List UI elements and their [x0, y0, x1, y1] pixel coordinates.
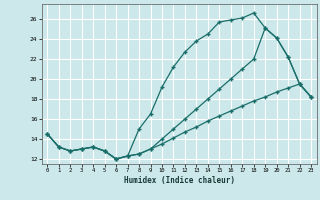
X-axis label: Humidex (Indice chaleur): Humidex (Indice chaleur) — [124, 176, 235, 185]
